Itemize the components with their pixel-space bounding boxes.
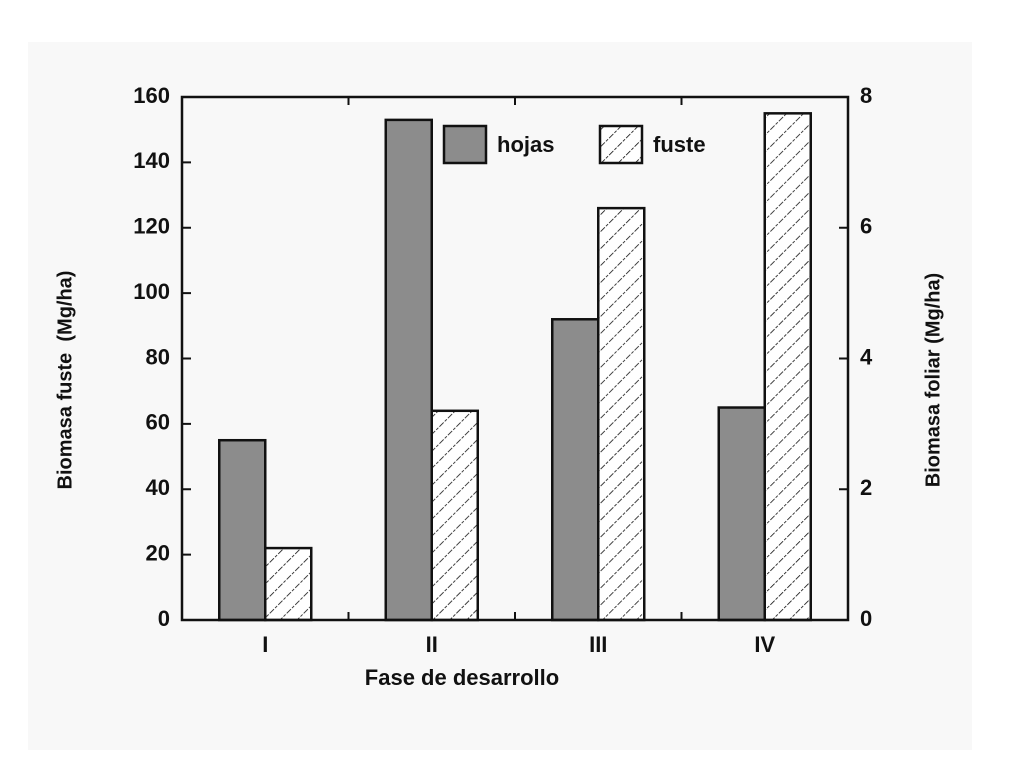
legend-swatch [598,124,644,165]
legend-label: hojas [497,132,554,157]
y-tick-label: 60 [146,410,170,435]
x-axis-title: Fase de desarrollo [365,665,559,690]
y-tick-label: 20 [146,540,170,565]
y2-tick-label: 4 [860,344,873,369]
legend-label: fuste [653,132,706,157]
x-tick-label: III [589,632,607,657]
y2-tick-label: 0 [860,606,872,631]
y-tick-label: 120 [133,214,170,239]
bar [717,406,766,622]
bar [763,112,812,622]
chart-background [28,42,972,750]
y2-tick-label: 8 [860,83,872,108]
y2-tick-label: 6 [860,214,872,239]
y-axis-title: Biomasa fuste (Mg/ha) [54,271,76,490]
bar [430,409,479,622]
y-tick-label: 0 [158,606,170,631]
x-tick-label: IV [754,632,775,657]
y2-tick-label: 2 [860,475,872,500]
bar [597,206,646,622]
plot-frame [180,95,850,622]
y-tick-label: 100 [133,279,170,304]
y-tick-label: 160 [133,83,170,108]
x-tick-label: I [262,632,268,657]
y-tick-label: 40 [146,475,170,500]
y-tick-label: 140 [133,148,170,173]
bar [551,318,600,622]
bar [218,438,267,622]
bar [384,118,433,622]
y-tick-label: 80 [146,344,170,369]
x-tick-label: II [426,632,438,657]
bar [264,546,313,622]
y2-axis-title: Biomasa foliar (Mg/ha) [922,273,944,487]
legend-swatch [442,124,488,165]
